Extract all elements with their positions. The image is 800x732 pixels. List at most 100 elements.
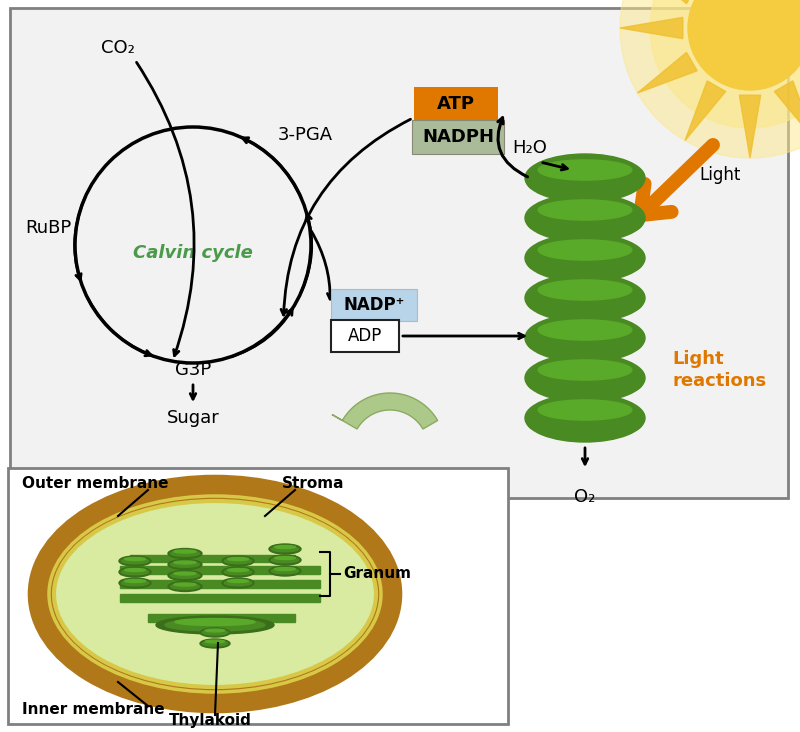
Text: RuBP: RuBP [25, 219, 71, 237]
Ellipse shape [170, 572, 199, 578]
Ellipse shape [538, 320, 632, 340]
Ellipse shape [271, 568, 298, 574]
Ellipse shape [165, 619, 265, 631]
Bar [10, 8, 788, 498]
Ellipse shape [227, 580, 248, 583]
Text: ATP: ATP [437, 95, 475, 113]
Ellipse shape [222, 567, 254, 577]
Polygon shape [685, 81, 726, 141]
Ellipse shape [174, 550, 196, 553]
Text: Light: Light [699, 166, 741, 184]
Bar [120, 580, 320, 588]
Ellipse shape [119, 556, 151, 566]
Text: CO₂: CO₂ [101, 39, 135, 57]
Ellipse shape [54, 501, 376, 687]
Ellipse shape [227, 569, 248, 572]
FancyBboxPatch shape [331, 289, 417, 321]
Ellipse shape [528, 211, 642, 237]
Ellipse shape [224, 569, 251, 575]
Ellipse shape [538, 280, 632, 300]
Text: Sugar: Sugar [166, 409, 219, 427]
Ellipse shape [269, 544, 301, 554]
Polygon shape [638, 53, 697, 93]
Ellipse shape [525, 234, 645, 282]
Text: Calvin cycle: Calvin cycle [133, 244, 253, 262]
Ellipse shape [119, 578, 151, 588]
Ellipse shape [200, 639, 230, 648]
Ellipse shape [538, 200, 632, 220]
Ellipse shape [122, 580, 149, 586]
Ellipse shape [224, 559, 251, 564]
Ellipse shape [538, 360, 632, 380]
Text: Thylakoid: Thylakoid [169, 712, 251, 728]
Ellipse shape [224, 580, 251, 586]
Ellipse shape [525, 194, 645, 242]
Ellipse shape [538, 400, 632, 420]
Ellipse shape [528, 291, 642, 317]
Polygon shape [739, 95, 761, 158]
Ellipse shape [168, 570, 202, 580]
Ellipse shape [274, 556, 295, 559]
Ellipse shape [525, 314, 645, 362]
Ellipse shape [119, 567, 151, 577]
Ellipse shape [122, 559, 149, 564]
Ellipse shape [269, 555, 301, 565]
Ellipse shape [227, 558, 248, 561]
Circle shape [650, 0, 800, 128]
Polygon shape [638, 0, 697, 4]
Ellipse shape [206, 629, 225, 632]
Text: G3P: G3P [175, 361, 211, 379]
Ellipse shape [122, 569, 149, 575]
Ellipse shape [170, 561, 199, 567]
Ellipse shape [174, 572, 196, 575]
Text: H₂O: H₂O [513, 139, 547, 157]
Polygon shape [620, 18, 683, 39]
Ellipse shape [168, 559, 202, 569]
Ellipse shape [271, 546, 298, 552]
Ellipse shape [528, 251, 642, 277]
Bar [148, 614, 295, 622]
Ellipse shape [528, 171, 642, 197]
Ellipse shape [168, 548, 202, 559]
Ellipse shape [525, 354, 645, 402]
Text: Inner membrane: Inner membrane [22, 703, 165, 717]
Text: Light
reactions: Light reactions [672, 350, 766, 390]
Circle shape [688, 0, 800, 90]
Polygon shape [774, 81, 800, 141]
Ellipse shape [168, 581, 202, 591]
Polygon shape [332, 393, 438, 429]
Ellipse shape [528, 371, 642, 397]
FancyBboxPatch shape [412, 120, 504, 154]
FancyBboxPatch shape [331, 320, 399, 352]
Text: ADP: ADP [348, 327, 382, 345]
Circle shape [620, 0, 800, 158]
Bar [130, 555, 295, 562]
Text: Stroma: Stroma [282, 477, 345, 491]
Ellipse shape [202, 630, 228, 635]
Ellipse shape [538, 240, 632, 260]
Ellipse shape [170, 550, 199, 556]
Bar [120, 594, 320, 602]
Ellipse shape [538, 160, 632, 180]
Ellipse shape [222, 578, 254, 588]
Ellipse shape [222, 556, 254, 566]
Text: NADP⁺: NADP⁺ [343, 296, 405, 314]
Ellipse shape [200, 628, 230, 637]
Bar [120, 566, 320, 574]
Ellipse shape [175, 619, 255, 626]
Ellipse shape [174, 561, 196, 564]
Bar [8, 468, 508, 724]
FancyBboxPatch shape [414, 87, 498, 121]
Ellipse shape [174, 583, 196, 586]
Ellipse shape [525, 274, 645, 322]
Ellipse shape [274, 545, 295, 548]
Ellipse shape [271, 557, 298, 563]
Text: Outer membrane: Outer membrane [22, 477, 169, 491]
Ellipse shape [269, 566, 301, 576]
Text: 3-PGA: 3-PGA [278, 126, 333, 144]
Ellipse shape [525, 154, 645, 202]
Ellipse shape [206, 640, 225, 643]
Ellipse shape [156, 616, 274, 634]
Text: NADPH: NADPH [422, 128, 494, 146]
Ellipse shape [125, 569, 146, 572]
